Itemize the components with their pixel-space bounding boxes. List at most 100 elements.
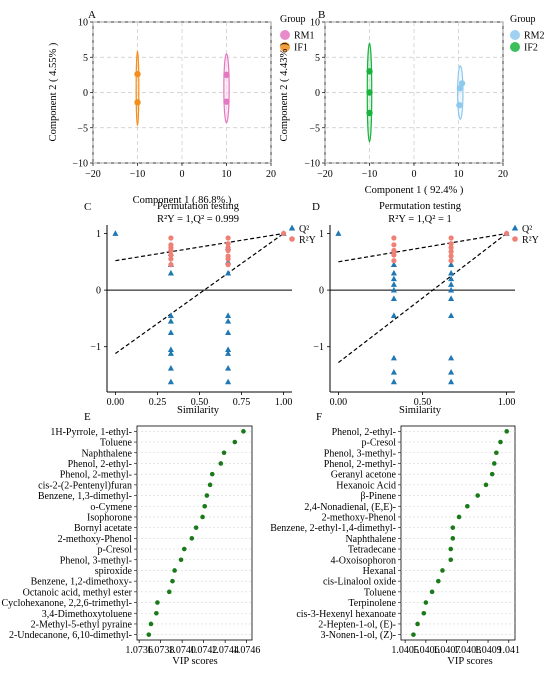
vip-frame	[136, 425, 253, 641]
panel-b-ylabel: Component 2 ( 4.43% )	[279, 42, 290, 141]
legend-marker-if1	[280, 42, 290, 52]
panel-c-letter: C	[84, 201, 91, 213]
point-if2	[366, 89, 373, 96]
legend-label-r2y: R²Y	[299, 235, 316, 246]
panel-a-grid	[92, 21, 272, 164]
panel-e: E 1H-Pyrrole, 1-ethyl-TolueneNaphthalene…	[1, 411, 260, 667]
x-tick-label: 1.0746	[233, 645, 261, 656]
vip-compound-label: Tetradecane	[348, 545, 397, 556]
r2y-point	[168, 256, 174, 262]
r2y-point	[391, 252, 397, 258]
vip-compound-label: Toluene	[100, 438, 133, 449]
panel-c-title: Permutation testing	[157, 201, 240, 212]
q2-point	[448, 368, 455, 375]
legend-marker-q2	[511, 224, 519, 231]
vip-point	[489, 471, 495, 477]
vip-point	[154, 610, 159, 616]
vip-compound-label: Hexanoic Acid	[336, 480, 396, 491]
x-tick-label: 1.00	[275, 397, 293, 408]
vip-point	[166, 589, 172, 595]
vip-compound-label: 2-Methyl-5-ethyl pyraine	[31, 619, 133, 630]
vip-point	[148, 621, 154, 627]
r2y-point	[391, 258, 397, 264]
q2-point	[390, 281, 397, 287]
point-rm2	[456, 85, 464, 92]
vip-point	[207, 482, 213, 488]
r2y-point	[225, 241, 231, 247]
r2y-point	[168, 247, 174, 254]
vip-point	[504, 429, 510, 434]
vip-compound-label: Octanoic acid, methyl ester	[23, 587, 133, 598]
y-tick-label: −10	[304, 159, 320, 170]
regression-line-q2	[115, 233, 284, 354]
vip-compound-label: 2-Undecanone, 6,10-dimethyl-	[9, 630, 132, 641]
panel-e-plot: 1H-Pyrrole, 1-ethyl-TolueneNaphthalenePh…	[1, 425, 261, 656]
legend-label-rm2: RM2	[524, 31, 545, 42]
vip-point	[456, 514, 462, 520]
vip-compound-label: Bornyl acetate	[74, 523, 133, 534]
x-tick-label: 1.0742	[190, 645, 218, 656]
panel-b-xlabel: Component 1 ( 92.4% )	[365, 185, 464, 196]
legend-marker-r2y	[512, 236, 518, 242]
ellipse-rm2	[457, 65, 464, 120]
legend-label-rm1: RM1	[294, 31, 315, 42]
vip-compound-label: Phenol, 2-methyl-	[324, 459, 396, 470]
vip-point	[450, 536, 456, 541]
x-tick-label: 1.0409	[474, 645, 502, 656]
q2-point	[225, 269, 232, 276]
q2-point	[167, 365, 174, 371]
x-tick-label: 20	[498, 169, 508, 180]
vip-point	[421, 610, 427, 616]
q2-point	[167, 350, 174, 356]
vip-compound-label: Benzene, 1,3-dimethyl-	[38, 491, 132, 502]
x-tick-label: 1.00	[498, 397, 516, 408]
q2-point	[225, 329, 232, 335]
vip-point	[448, 546, 454, 552]
point-if1	[134, 99, 141, 106]
q2-point	[390, 312, 397, 318]
panel-b-points	[366, 68, 466, 117]
vip-compound-label: 3,4-Dimethoxytoluene	[42, 609, 133, 620]
x-tick-label: 0	[180, 169, 185, 180]
legend-label-if2: IF2	[524, 43, 538, 54]
q2-point	[448, 281, 455, 287]
panel-a-legend-title: Group	[280, 14, 306, 25]
x-tick-label: 10	[222, 169, 232, 180]
y-tick-label: −5	[309, 123, 320, 134]
r2y-point	[225, 235, 231, 241]
y-tick-label: −1	[313, 342, 324, 353]
panel-e-xlabel: VIP scores	[172, 656, 217, 667]
q2-point	[448, 261, 455, 268]
y-tick-label: −10	[72, 159, 88, 170]
x-tick-label: 1.0736	[125, 645, 153, 656]
q2-point	[390, 275, 397, 282]
vip-point	[448, 557, 454, 563]
legend-marker-r2y	[289, 236, 295, 242]
panel-c-subtitle: R²Y = 1,Q² = 0.999	[157, 214, 239, 225]
y-tick-label: 0	[96, 286, 101, 297]
vip-point	[440, 568, 445, 573]
vip-compound-label: Naphthalene	[81, 448, 132, 459]
panel-d-subtitle: R²Y = 1,Q² = 1	[388, 214, 452, 225]
vip-point	[498, 439, 503, 445]
panel-d: D Permutation testing R²Y = 1,Q² = 1 1 0 −…	[312, 201, 539, 416]
r2y-point	[391, 242, 397, 248]
q2-point	[448, 269, 455, 276]
vip-compound-label: Toluene	[364, 587, 397, 598]
vip-compound-label: Phenol, 2-ethyl-	[332, 427, 396, 438]
x-tick-label: −20	[85, 169, 101, 180]
vip-point	[415, 621, 420, 627]
vip-compound-label: cis-3-Hexenyl hexanoate	[296, 609, 396, 620]
q2-point	[225, 365, 232, 371]
legend-label-q2: Q²	[522, 224, 532, 235]
vip-compound-label: Hexanal	[363, 566, 397, 577]
x-tick-label: 10	[454, 169, 464, 180]
vip-point	[155, 600, 160, 605]
vip-compound-label: 2,4-Nonadienal, (E,E)-	[304, 502, 396, 513]
y-tick-label: 10	[78, 18, 88, 29]
regression-line-q2	[338, 233, 507, 364]
q2-point	[225, 378, 232, 385]
